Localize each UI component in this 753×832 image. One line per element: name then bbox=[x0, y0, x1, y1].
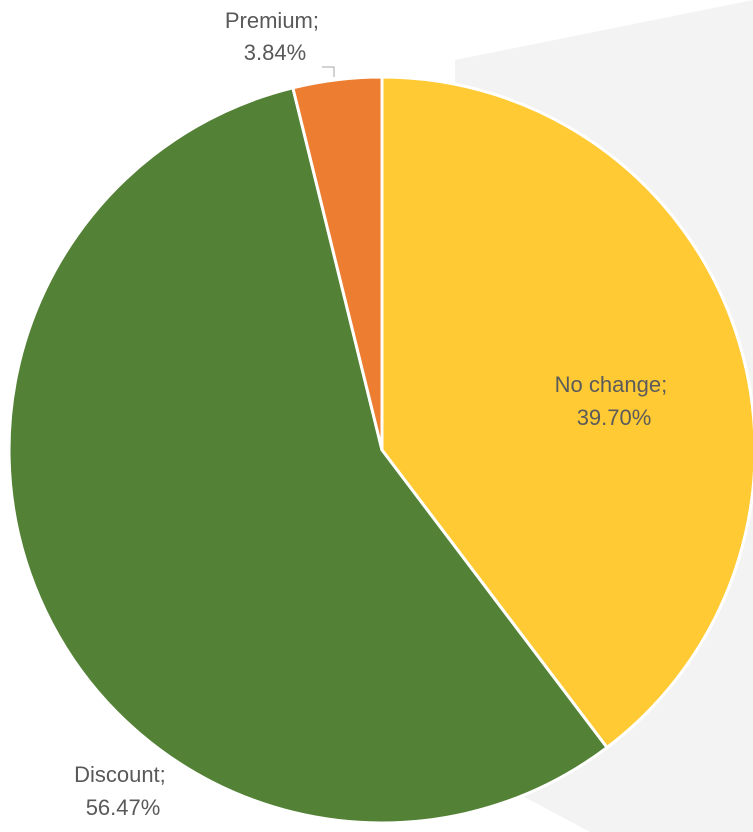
label-discount: Discount; 56.47% bbox=[74, 762, 172, 820]
slice-no-change bbox=[380, 75, 753, 750]
slice-premium bbox=[291, 75, 384, 452]
slice-discount bbox=[7, 86, 609, 825]
label-no-change: No change; 39.70% bbox=[555, 372, 674, 430]
data-labels: No change; 39.70% Discount; 56.47% Premi… bbox=[74, 8, 674, 820]
label-premium: Premium; 3.84% bbox=[225, 8, 325, 65]
premium-leader-line bbox=[322, 66, 335, 77]
pie-slices bbox=[7, 75, 753, 825]
